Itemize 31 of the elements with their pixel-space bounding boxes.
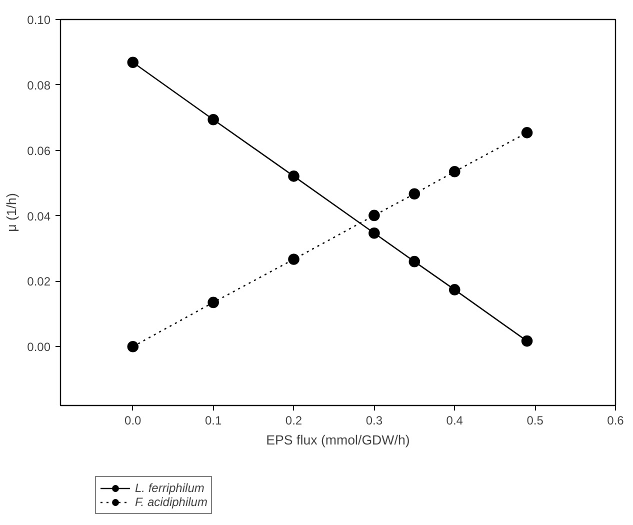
x-tick-label: 0.0: [124, 414, 142, 428]
point: [288, 254, 300, 265]
x-axis-title: EPS flux (mmol/GDW/h): [266, 432, 410, 448]
point: [448, 284, 460, 296]
x-tick-label: 0.4: [446, 414, 464, 428]
point: [288, 170, 300, 182]
y-tick-label: 0.04: [27, 209, 51, 224]
point: [127, 340, 139, 352]
x-tick-label: 0.6: [607, 414, 624, 428]
y-tick-label: 0.10: [27, 13, 51, 27]
point: [208, 296, 219, 308]
point: [127, 56, 139, 68]
point: [408, 256, 420, 268]
y-axis-title: μ (1/h): [4, 193, 20, 232]
y-tick-label: 0.06: [27, 144, 51, 158]
point: [408, 188, 420, 200]
y-tick-label: 0.02: [27, 274, 51, 289]
x-tick-label: 0.5: [526, 414, 544, 428]
point: [368, 210, 380, 222]
y-tick-label: 0.00: [27, 340, 51, 354]
legend-label: F. acidiphilum: [135, 495, 208, 509]
point: [521, 127, 533, 138]
legend-label: L. ferriphilum: [135, 481, 204, 495]
point: [448, 166, 460, 178]
point: [208, 114, 219, 126]
x-tick-label: 0.1: [204, 414, 222, 428]
y-tick-label: 0.08: [27, 78, 51, 92]
x-tick-label: 0.3: [366, 414, 383, 428]
x-tick-label: 0.2: [285, 414, 302, 428]
point: [368, 227, 380, 239]
point: [521, 335, 533, 347]
